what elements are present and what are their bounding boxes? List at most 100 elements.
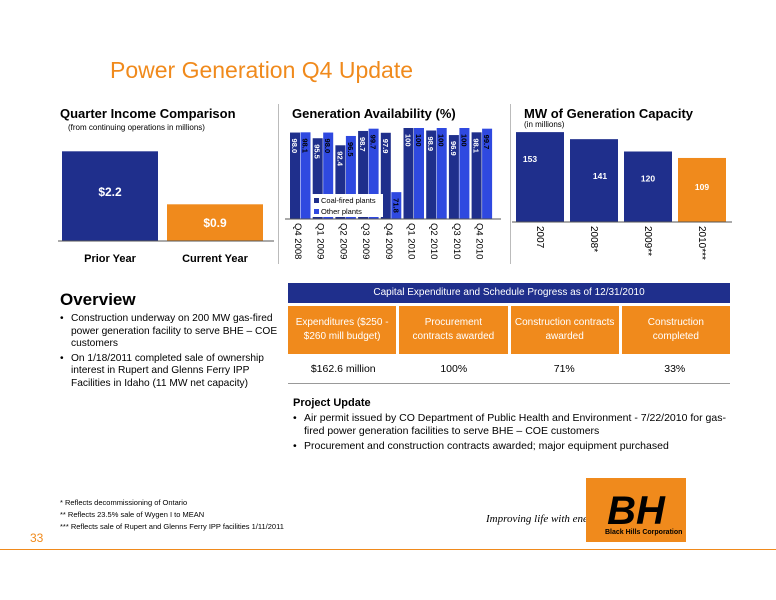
footnotes: * Reflects decommissioning of Ontario **…	[60, 497, 284, 533]
capex-header-cell: Procurement contracts awarded	[399, 306, 508, 354]
capacity-chart-subtitle: (in millions)	[524, 120, 565, 129]
income-category-label: Prior Year	[84, 253, 136, 265]
availability-data-label: 96.5	[346, 142, 355, 157]
capex-value-cell: 100%	[440, 363, 468, 375]
availability-data-label: 100	[414, 134, 423, 147]
income-data-label: $0.9	[203, 216, 227, 230]
capex-value-cell: 71%	[553, 363, 575, 375]
availability-bar	[459, 128, 470, 219]
availability-legend-label: Other plants	[321, 207, 362, 216]
availability-category-label: Q3 2009	[360, 223, 371, 259]
availability-category-label: Q3 2010	[451, 223, 462, 259]
capex-value-cell: $162.6 million	[310, 363, 376, 375]
capacity-chart: 153 2007 141 2008* 120 2009** 109 2010***	[512, 132, 732, 260]
page-number: 33	[30, 531, 44, 545]
project-update-bullet: Procurement and construction contracts a…	[293, 440, 733, 453]
capacity-data-label: 153	[523, 154, 537, 164]
capacity-data-label: 109	[695, 182, 709, 192]
capacity-data-label: 120	[641, 174, 655, 184]
footnote: ** Reflects 23.5% sale of Wygen I to MEA…	[60, 510, 205, 519]
capex-header-cell: Construction contracts awarded	[510, 306, 619, 354]
divider	[278, 104, 279, 264]
capacity-category-label: 2009**	[642, 226, 653, 256]
income-chart: $2.2 Prior Year $0.9 Current Year	[58, 151, 274, 265]
availability-bar	[414, 128, 424, 219]
availability-bar	[300, 132, 311, 219]
bh-logo-icon: BH	[607, 489, 666, 533]
capex-header-cell: Construction completed	[621, 306, 730, 354]
availability-data-label: 96.9	[449, 141, 458, 156]
project-update-title: Project Update	[293, 397, 371, 409]
availability-bar	[335, 145, 346, 219]
capacity-category-label: 2007	[534, 226, 545, 249]
company-logo: BH	[586, 478, 686, 542]
availability-category-label: Q1 2010	[406, 223, 417, 259]
income-category-label: Current Year	[182, 253, 249, 265]
overview-bullet: On 1/18/2011 completed sale of ownership…	[60, 353, 280, 391]
capex-value-cell: 33%	[664, 363, 686, 375]
capex-header-cell: Expenditures ($250 - $260 mill budget)	[288, 306, 397, 354]
availability-data-label: 98.1	[301, 138, 310, 153]
availability-data-label: 71.8	[391, 198, 400, 213]
income-chart-subtitle: (from continuing operations in millions)	[68, 123, 205, 132]
overview-list: Construction underway on 200 MW gas-fire…	[60, 313, 280, 393]
income-bar	[62, 151, 158, 241]
income-data-label: $2.2	[98, 185, 122, 199]
availability-bar	[482, 128, 493, 219]
availability-bar	[323, 132, 334, 219]
capacity-bar	[570, 139, 618, 222]
availability-bar	[358, 130, 369, 219]
availability-bar	[436, 128, 447, 219]
capex-header-row: Expenditures ($250 - $260 mill budget) P…	[288, 306, 730, 354]
availability-data-label: 99.7	[369, 135, 378, 150]
availability-data-label: 98.9	[426, 137, 435, 152]
availability-legend-box	[311, 194, 383, 217]
availability-category-label: Q4 2008	[292, 223, 303, 259]
project-update-list: Air permit issued by CO Department of Pu…	[293, 412, 733, 455]
availability-category-label: Q4 2010	[474, 223, 485, 259]
availability-data-label: 98.0	[290, 139, 299, 154]
availability-data-label: 100	[459, 134, 468, 147]
company-name: Black Hills Corporation	[605, 529, 683, 536]
company-tagline: Improving life with energy	[486, 513, 603, 525]
capex-table: Capital Expenditure and Schedule Progres…	[288, 283, 730, 384]
availability-data-label: 98.0	[323, 139, 332, 154]
availability-data-label: 100	[437, 134, 446, 147]
capex-title: Capital Expenditure and Schedule Progres…	[288, 283, 730, 303]
availability-bar	[403, 128, 414, 219]
availability-bar	[391, 192, 402, 219]
availability-data-label: 98.7	[358, 137, 367, 152]
availability-bar	[345, 135, 356, 219]
availability-data-label: 97.9	[381, 139, 390, 154]
availability-bar	[368, 128, 379, 219]
capacity-chart-title: MW of Generation Capacity	[524, 106, 694, 121]
availability-category-label: Q2 2009	[337, 223, 348, 259]
availability-bar	[471, 132, 482, 219]
divider	[510, 104, 511, 264]
overview-title: Overview	[60, 290, 136, 309]
capacity-category-label: 2010***	[696, 226, 707, 260]
footer-rule	[0, 549, 776, 550]
income-chart-title: Quarter Income Comparison	[60, 106, 236, 121]
capacity-data-label: 141	[593, 171, 607, 181]
project-update-bullet: Air permit issued by CO Department of Pu…	[293, 412, 733, 438]
overview-bullet: Construction underway on 200 MW gas-fire…	[60, 313, 280, 351]
availability-legend-swatch	[314, 209, 319, 214]
availability-legend-swatch	[314, 198, 319, 203]
slide-title: Power Generation Q4 Update	[110, 57, 414, 83]
capacity-category-label: 2008*	[588, 226, 599, 252]
availability-chart-title: Generation Availability (%)	[292, 106, 456, 121]
availability-data-label: 92.4	[335, 151, 344, 166]
availability-data-label: 99.7	[482, 135, 491, 150]
availability-data-label: 100	[404, 134, 413, 147]
availability-category-label: Q2 2010	[428, 223, 439, 259]
availability-bar	[426, 130, 437, 219]
availability-bar	[448, 135, 459, 219]
footnote: * Reflects decommissioning of Ontario	[60, 498, 188, 507]
footnote: *** Reflects sale of Rupert and Glenns F…	[60, 522, 284, 531]
capacity-bar	[678, 157, 726, 222]
capex-value-row: $162.6 million 100% 71% 33%	[288, 354, 730, 384]
availability-bar	[290, 132, 300, 219]
capacity-bar	[516, 132, 564, 222]
